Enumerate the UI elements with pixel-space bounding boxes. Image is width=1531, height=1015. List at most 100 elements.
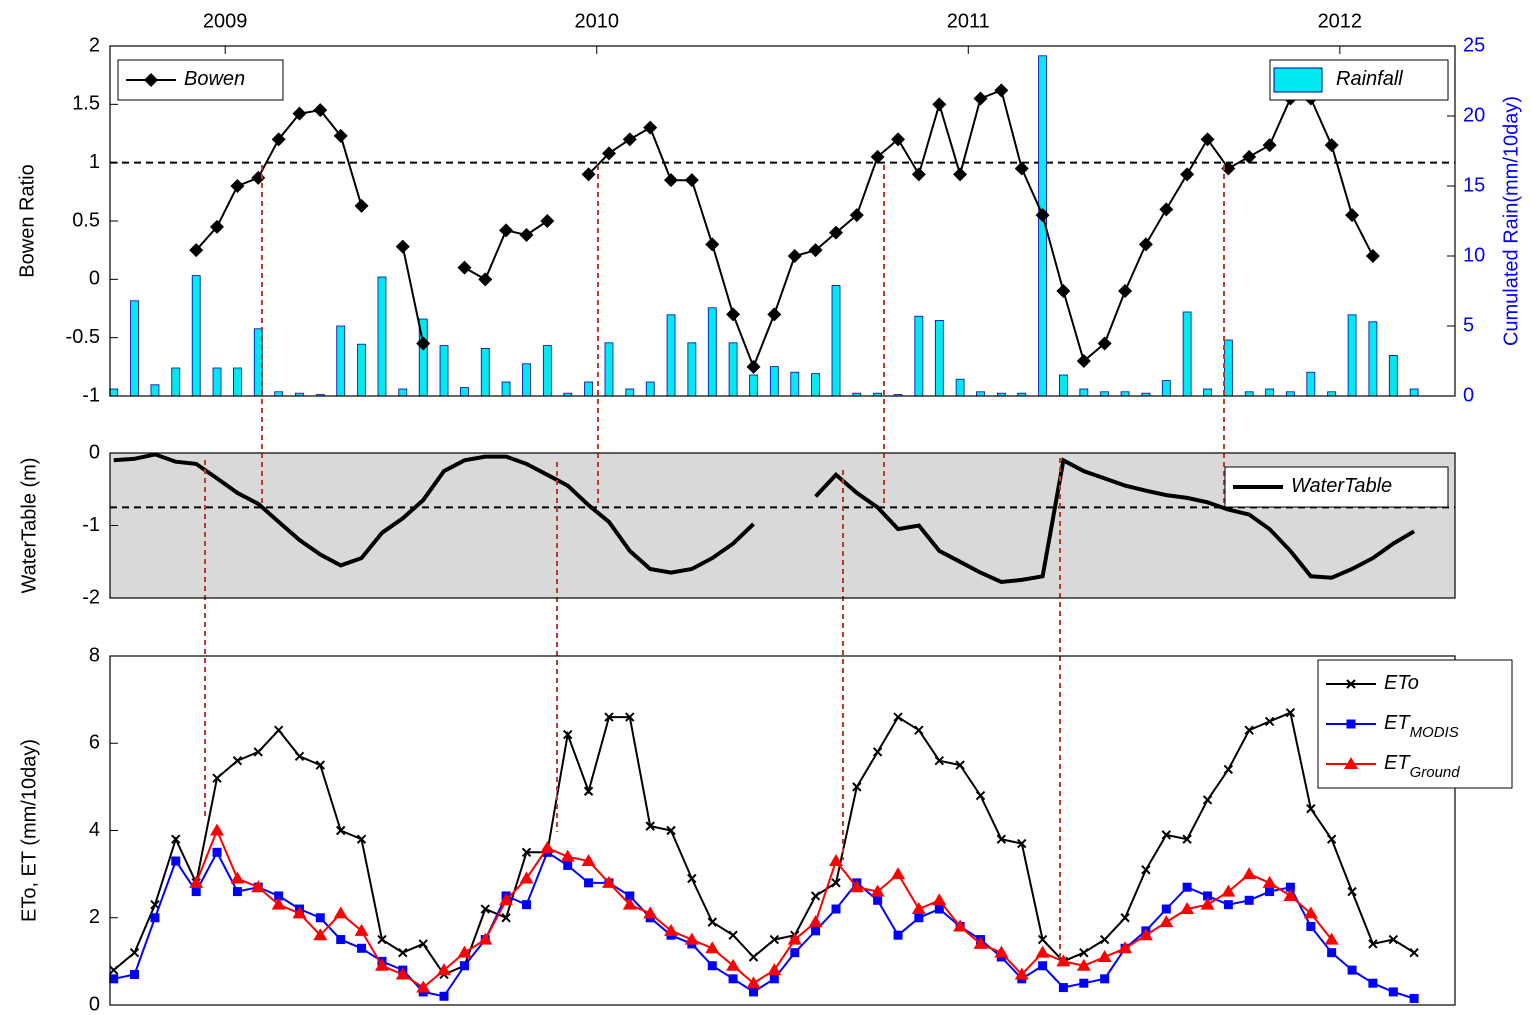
bar [604, 342, 614, 397]
marker [1159, 202, 1174, 217]
marker [313, 103, 328, 118]
y-tick-label: -0.5 [66, 326, 100, 348]
marker [975, 790, 986, 801]
marker [499, 223, 514, 238]
marker [1037, 934, 1048, 945]
marker [1262, 138, 1277, 153]
marker [581, 854, 596, 867]
legend-label: ETo [1384, 672, 1419, 694]
marker [748, 952, 759, 962]
marker [1346, 679, 1356, 689]
bar [377, 276, 387, 397]
marker [1264, 716, 1275, 727]
marker [1138, 928, 1153, 941]
bar [687, 342, 697, 397]
marker [457, 945, 472, 958]
marker [313, 928, 328, 941]
marker [540, 840, 555, 853]
bar [645, 381, 655, 397]
marker [150, 899, 160, 910]
bar [934, 319, 944, 397]
bar [976, 391, 985, 397]
marker [666, 825, 676, 836]
marker [810, 891, 821, 901]
bar [171, 367, 181, 397]
bar [769, 366, 779, 397]
y-tick-label: 0.5 [72, 209, 100, 231]
marker [501, 913, 511, 923]
marker [790, 948, 800, 958]
marker [189, 243, 204, 258]
marker [769, 934, 780, 945]
marker [144, 73, 158, 87]
marker [398, 947, 408, 958]
bar [501, 381, 511, 397]
marker [1409, 993, 1419, 1003]
marker [831, 904, 841, 914]
marker [1159, 915, 1174, 928]
bar [1306, 371, 1316, 397]
marker [230, 871, 245, 884]
y2-tick-label: 10 [1463, 244, 1485, 266]
marker [292, 106, 307, 121]
marker [171, 834, 181, 844]
x-tick-label: 2009 [203, 10, 248, 32]
y-tick-label: 0 [89, 268, 100, 290]
marker [787, 249, 802, 263]
marker [1409, 947, 1419, 958]
bar [1161, 380, 1171, 397]
marker [1182, 834, 1192, 844]
bar [357, 343, 366, 397]
marker [271, 897, 286, 910]
marker [212, 773, 222, 783]
bar [1286, 391, 1295, 397]
bar [749, 374, 758, 397]
marker [934, 755, 945, 766]
marker [1035, 945, 1050, 958]
marker [336, 825, 346, 836]
marker [1099, 934, 1110, 945]
marker [911, 902, 926, 915]
line [113, 711, 1415, 976]
marker [787, 932, 802, 945]
marker [563, 860, 573, 870]
marker [1076, 958, 1091, 971]
marker [746, 359, 761, 374]
marker [271, 132, 286, 147]
y-tick-label: 1 [89, 151, 100, 173]
marker [1344, 757, 1358, 769]
marker [1347, 965, 1357, 975]
marker [684, 173, 699, 188]
x-tick-label: 2012 [1318, 10, 1363, 32]
marker [1223, 764, 1234, 775]
marker [191, 887, 201, 897]
y-tick-label: 2 [89, 906, 100, 928]
marker [377, 934, 387, 945]
marker [728, 974, 738, 984]
bar [212, 367, 222, 397]
marker [870, 149, 885, 164]
marker [171, 856, 181, 866]
marker [439, 991, 449, 1001]
marker [808, 915, 823, 928]
bar [522, 363, 531, 397]
marker [1079, 978, 1089, 988]
y-axis-label: ETo, ET (mm/10day) [18, 739, 40, 922]
axes-frame [110, 46, 1455, 396]
legend-label: ETGround [1384, 752, 1460, 781]
bar [398, 388, 408, 397]
y2-axis-label: Cumulated Rain(mm/10day) [1500, 96, 1522, 346]
bar [666, 314, 676, 397]
bar [955, 378, 965, 397]
marker [914, 725, 924, 735]
y-tick-label: -2 [82, 586, 100, 608]
axes-border [109, 45, 1456, 397]
marker [336, 935, 346, 945]
marker [1223, 900, 1233, 910]
marker [1035, 208, 1050, 223]
marker [1138, 237, 1153, 252]
marker [478, 932, 493, 945]
marker [1265, 887, 1275, 897]
axes-frame [110, 656, 1455, 1005]
